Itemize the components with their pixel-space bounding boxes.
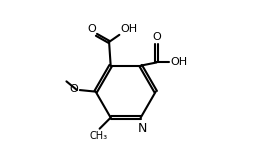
Text: CH₃: CH₃	[90, 131, 108, 141]
Text: N: N	[138, 122, 147, 135]
Text: OH: OH	[170, 58, 187, 67]
Text: O: O	[152, 32, 161, 42]
Text: O: O	[70, 84, 79, 94]
Text: OH: OH	[120, 24, 137, 33]
Text: O: O	[87, 24, 96, 33]
